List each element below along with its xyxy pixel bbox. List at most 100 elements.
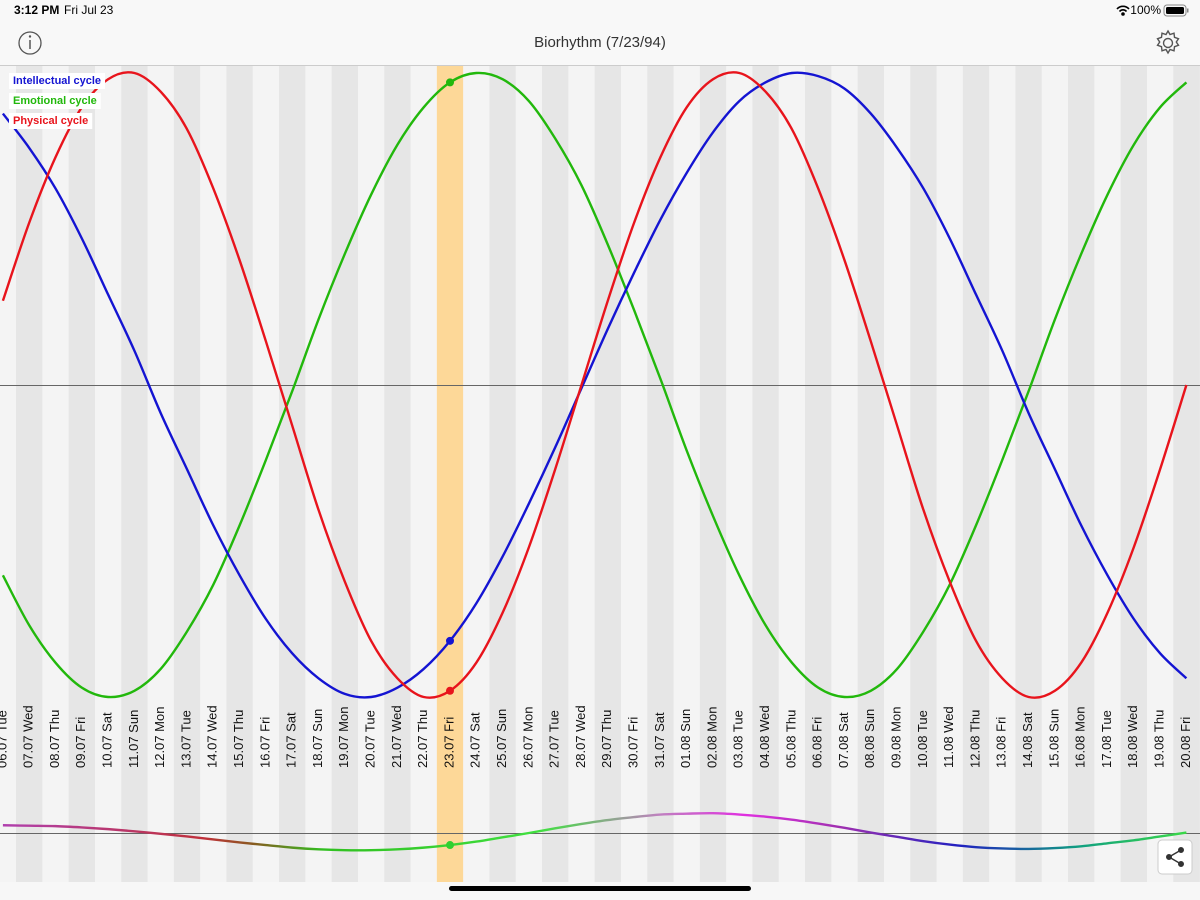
legend-entry: Intellectual cycle	[13, 75, 101, 87]
date-label: 15.08 Sun	[1046, 709, 1061, 768]
header-bg	[0, 0, 1200, 65]
date-label: 11.07 Sun	[126, 710, 141, 768]
date-label: 19.08 Thu	[1152, 710, 1167, 768]
day-column	[121, 66, 148, 882]
legend-entry: Emotional cycle	[13, 95, 97, 107]
day-column	[357, 66, 385, 882]
selected-day-column	[436, 66, 464, 882]
date-label: 20.08 Fri	[1178, 717, 1193, 768]
day-column	[726, 66, 753, 882]
status-time: 3:12 PM	[14, 3, 59, 17]
legend: Intellectual cycle Emotional cycle Physica…	[9, 73, 106, 129]
day-column	[910, 66, 937, 882]
day-column	[752, 66, 780, 882]
day-column	[1015, 66, 1043, 882]
date-label: 06.08 Fri	[810, 717, 825, 768]
date-label: 23.07 Fri	[441, 717, 456, 768]
selected-point	[446, 78, 454, 87]
date-label: 19.07 Mon	[336, 707, 351, 768]
day-column	[515, 66, 543, 882]
date-label: 02.08 Mon	[704, 707, 719, 768]
date-label: 31.07 Sat	[652, 712, 667, 768]
day-column	[699, 66, 727, 882]
day-column	[147, 66, 175, 882]
date-label: 14.08 Sat	[1020, 712, 1035, 768]
date-label: 09.08 Mon	[889, 707, 904, 768]
day-column	[1120, 66, 1148, 882]
day-column	[252, 66, 280, 882]
date-label: 21.07 Wed	[389, 705, 404, 768]
day-column	[173, 66, 201, 882]
date-label: 17.08 Tue	[1099, 710, 1114, 768]
date-label: 27.07 Tue	[547, 710, 562, 768]
summary-selected-point	[446, 841, 454, 850]
day-column	[226, 66, 254, 882]
day-column	[331, 66, 359, 882]
info-button[interactable]	[18, 31, 42, 55]
battery-icon	[1163, 4, 1189, 17]
share-button[interactable]	[1157, 839, 1193, 875]
date-label: 07.07 Wed	[21, 705, 36, 768]
day-column	[94, 66, 122, 882]
date-label: 14.07 Wed	[205, 705, 220, 768]
date-label: 03.08 Tue	[731, 710, 746, 768]
day-column	[1173, 66, 1200, 882]
date-label: 18.07 Sun	[310, 709, 325, 768]
cycle-line	[1, 71, 1188, 699]
day-column	[410, 66, 438, 882]
cycle-line	[1, 71, 1188, 699]
day-column	[831, 66, 858, 882]
date-labels: 06.07 Tue 07.07 Wed 08.07 Thu 09.07 Fri 10.0…	[0, 705, 1193, 768]
date-label: 11.08 Wed	[941, 706, 956, 768]
day-column	[594, 66, 622, 882]
date-label: 28.07 Wed	[573, 705, 588, 768]
legend-box	[9, 73, 106, 89]
day-column	[1068, 66, 1095, 882]
legend-box	[9, 113, 93, 129]
status-date: Fri Jul 23	[64, 3, 114, 17]
battery-percent: 100%	[1130, 3, 1161, 17]
day-column	[384, 66, 411, 882]
day-column	[200, 66, 227, 882]
day-column	[1146, 66, 1174, 882]
date-label: 06.07 Tue	[0, 710, 9, 768]
cycle-line	[1, 71, 1188, 699]
date-label: 29.07 Thu	[599, 710, 614, 768]
date-label: 30.07 Fri	[626, 717, 641, 768]
date-label: 13.07 Tue	[178, 710, 193, 768]
day-column	[805, 66, 832, 882]
day-column	[883, 66, 911, 882]
date-label: 01.08 Sun	[678, 709, 693, 768]
date-label: 20.07 Tue	[363, 710, 378, 768]
date-label: 08.07 Thu	[47, 710, 62, 768]
date-label: 08.08 Sun	[862, 709, 877, 768]
date-label: 16.07 Fri	[257, 717, 272, 768]
wifi-icon	[1116, 5, 1130, 16]
legend-entry: Physical cycle	[13, 115, 88, 127]
date-label: 17.07 Sat	[284, 712, 299, 768]
date-label: 09.07 Fri	[73, 717, 88, 768]
date-label: 12.08 Thu	[967, 710, 982, 768]
selected-point	[446, 636, 454, 645]
day-column	[42, 66, 69, 882]
day-column	[542, 66, 569, 882]
date-label: 24.07 Sat	[468, 712, 483, 768]
settings-button[interactable]	[1156, 29, 1180, 55]
date-label: 13.08 Fri	[994, 717, 1009, 768]
date-label: 15.07 Thu	[231, 710, 246, 768]
day-column	[279, 66, 306, 882]
date-label: 07.08 Sat	[836, 712, 851, 768]
nav-title: Biorhythm (7/23/94)	[534, 34, 666, 51]
day-column	[489, 66, 517, 882]
summary-line	[2, 811, 1187, 852]
curves	[1, 71, 1188, 852]
day-column	[463, 66, 490, 882]
legend-box	[9, 93, 101, 109]
day-column	[989, 66, 1016, 882]
date-label: 22.07 Thu	[415, 710, 430, 768]
day-column	[778, 66, 806, 882]
day-column	[936, 66, 964, 882]
home-indicator	[449, 886, 751, 891]
day-column	[962, 66, 990, 882]
